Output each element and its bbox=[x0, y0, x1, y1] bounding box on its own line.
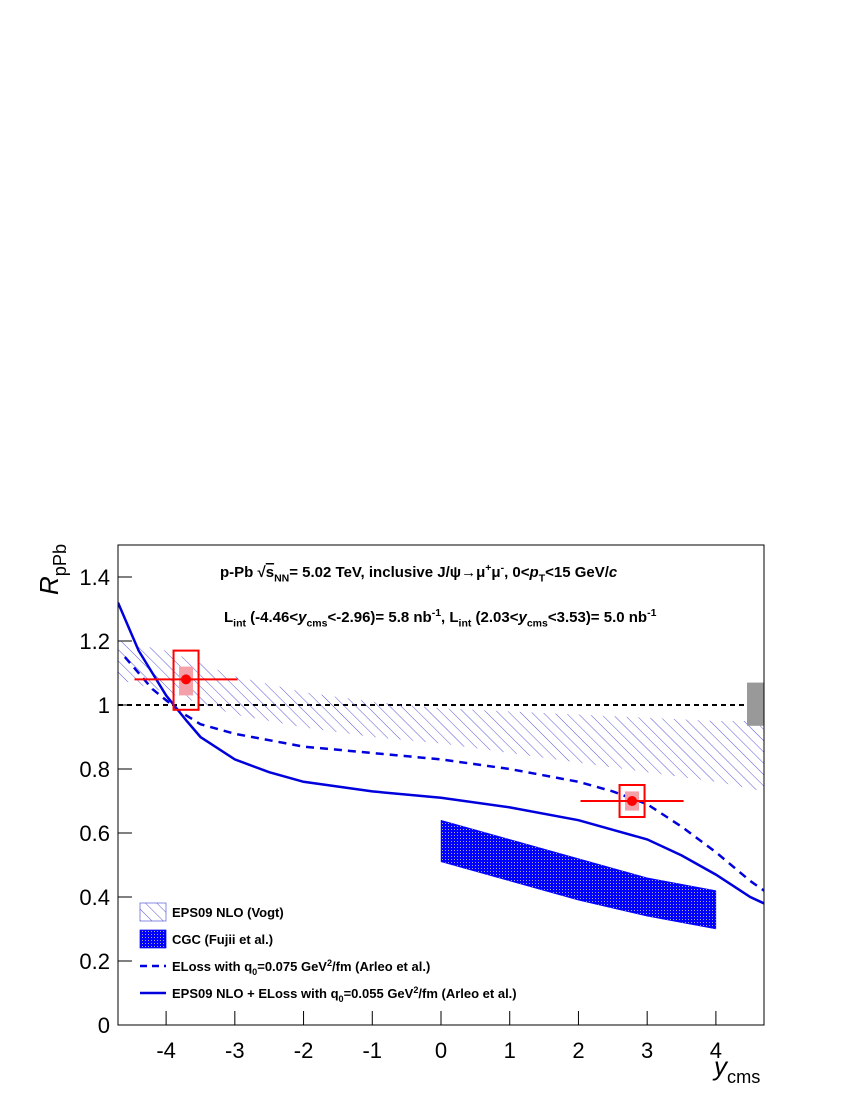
annotation-part: -1 bbox=[647, 607, 656, 619]
legend-label: CGC (Fujii et al.) bbox=[172, 932, 273, 947]
annotation-part: - bbox=[501, 562, 505, 574]
y-tick-label: 0.6 bbox=[79, 821, 110, 846]
x-tick-label: 1 bbox=[504, 1038, 516, 1063]
legend-label-part: 2 bbox=[413, 985, 418, 995]
annotation-part: -1 bbox=[432, 607, 441, 619]
x-tick-label: 3 bbox=[641, 1038, 653, 1063]
legend-swatch bbox=[139, 929, 167, 949]
y-axis-label-part: R bbox=[34, 576, 64, 595]
annotation-part: , 0< bbox=[504, 564, 530, 581]
x-tick-label: -1 bbox=[362, 1038, 382, 1063]
legend-label-part: CGC (Fujii et al.) bbox=[172, 932, 273, 947]
x-tick-label: -4 bbox=[156, 1038, 176, 1063]
x-tick-label: -3 bbox=[225, 1038, 245, 1063]
annotation-part: NN bbox=[274, 573, 289, 585]
annotation-part: √ bbox=[258, 564, 267, 581]
x-tick-label: 4 bbox=[710, 1038, 722, 1063]
curve bbox=[118, 602, 764, 905]
annotation-part: <3.53)= 5.0 nb bbox=[548, 609, 647, 626]
annotation-part: <-2.96)= 5.8 nb bbox=[327, 609, 431, 626]
legend-label-part: ELoss with q bbox=[172, 959, 252, 974]
legend-label: EPS09 NLO (Vogt) bbox=[172, 905, 284, 920]
annotation-part: (2.03< bbox=[471, 609, 518, 626]
annotation-part: T bbox=[539, 573, 546, 585]
annotation: p-Pb √sNN= 5.02 TeV, inclusive J/ψ→μ+μ-,… bbox=[220, 562, 618, 585]
legend-label-part: =0.055 GeV bbox=[344, 986, 414, 1001]
y-tick-label: 1.2 bbox=[79, 629, 110, 654]
annotation-part: s bbox=[266, 564, 274, 581]
legend-label-part: 0 bbox=[339, 994, 344, 1004]
annotation-part: p-Pb bbox=[220, 564, 258, 581]
data-point bbox=[181, 674, 192, 685]
legend-label-part: /fm (Arleo et al.) bbox=[418, 986, 516, 1001]
annotation-part: L bbox=[224, 609, 233, 626]
plot-area bbox=[118, 602, 764, 930]
x-axis-label: ycms bbox=[712, 1051, 760, 1087]
curve bbox=[123, 656, 764, 892]
x-axis-label-part: cms bbox=[727, 1067, 760, 1087]
legend-label-part: 2 bbox=[327, 958, 332, 968]
legend-label-part: 0 bbox=[252, 967, 257, 977]
y-tick-label: 0 bbox=[98, 1013, 110, 1038]
annotation-part: + bbox=[485, 562, 491, 574]
legend-swatch bbox=[139, 902, 167, 922]
annotation-part: , L bbox=[441, 609, 459, 626]
y-tick-label: 0.8 bbox=[79, 757, 110, 782]
annotation-part: <15 GeV/ bbox=[545, 564, 610, 581]
global-syst bbox=[747, 682, 764, 726]
y-axis-label: RpPb bbox=[34, 544, 70, 595]
annotation-part: int bbox=[459, 618, 472, 630]
annotation-part: c bbox=[609, 564, 618, 581]
annotation-part: μ bbox=[491, 564, 500, 581]
annotation-part: cms bbox=[306, 618, 327, 630]
y-tick-label: 0.2 bbox=[79, 949, 110, 974]
y-axis-label-part: pPb bbox=[50, 544, 70, 576]
y-tick-label: 1 bbox=[98, 693, 110, 718]
y-tick-label: 0.4 bbox=[79, 885, 110, 910]
annotation-part: y bbox=[518, 609, 528, 626]
legend-label-part: EPS09 NLO (Vogt) bbox=[172, 905, 284, 920]
legend-label: ELoss with q0=0.075 GeV2/fm (Arleo et al… bbox=[172, 958, 430, 977]
x-tick-label: 0 bbox=[435, 1038, 447, 1063]
data-point bbox=[627, 796, 638, 806]
legend-label-part: EPS09 NLO + ELoss with q bbox=[172, 986, 339, 1001]
x-tick-label: -2 bbox=[294, 1038, 314, 1063]
annotation-part: cms bbox=[527, 618, 548, 630]
x-axis-label-part: y bbox=[712, 1051, 729, 1081]
legend-label-part: =0.075 GeV bbox=[257, 959, 327, 974]
band bbox=[118, 641, 764, 792]
legend-label-part: /fm (Arleo et al.) bbox=[332, 959, 430, 974]
band bbox=[440, 819, 717, 930]
annotation: Lint (-4.46<ycms<-2.96)= 5.8 nb-1, Lint … bbox=[224, 607, 657, 630]
y-tick-label: 1.4 bbox=[79, 565, 110, 590]
annotation-part: p bbox=[529, 564, 539, 581]
legend-label: EPS09 NLO + ELoss with q0=0.055 GeV2/fm … bbox=[172, 985, 517, 1004]
annotation-part: (-4.46< bbox=[246, 609, 298, 626]
annotation-part: y bbox=[297, 609, 307, 626]
x-tick-label: 2 bbox=[572, 1038, 584, 1063]
overlay: 00.20.40.60.811.21.4-4 -3 -2 -1 0 1 2 3 4ycmsRpP… bbox=[34, 544, 760, 1087]
annotation-part: = 5.02 TeV, inclusive J/ψ→μ bbox=[289, 564, 485, 581]
annotation-part: int bbox=[233, 618, 246, 630]
